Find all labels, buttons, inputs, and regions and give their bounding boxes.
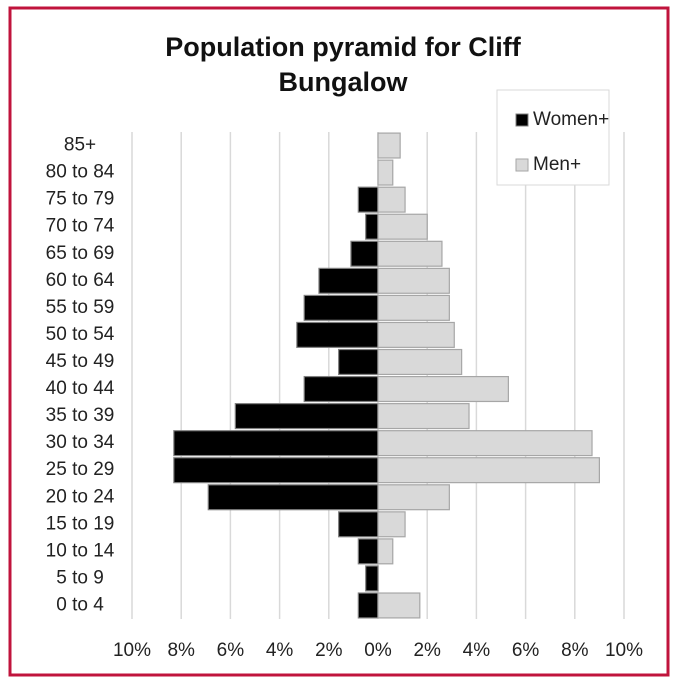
x-tick-label: 6% xyxy=(512,640,540,661)
x-tick-label: 10% xyxy=(605,640,643,661)
bar xyxy=(377,348,463,376)
x-tick-label: 0% xyxy=(364,640,392,661)
bar xyxy=(173,457,379,484)
bar xyxy=(207,484,379,511)
x-tick-label: 2% xyxy=(413,640,441,661)
bar xyxy=(365,213,379,240)
y-tick-label: 80 to 84 xyxy=(46,162,115,183)
bar xyxy=(377,375,509,403)
bar xyxy=(173,430,379,457)
bar xyxy=(296,321,379,348)
bar xyxy=(377,240,443,267)
bar xyxy=(377,430,593,457)
bar xyxy=(377,321,455,348)
x-tick-label: 10% xyxy=(113,640,151,661)
chart-title: Population pyramid for Cliff Bungalow xyxy=(165,32,521,97)
y-tick-label: 65 to 69 xyxy=(46,243,115,264)
bar xyxy=(377,159,394,186)
bar xyxy=(303,375,379,403)
y-tick-label: 25 to 29 xyxy=(46,459,115,480)
legend-swatch xyxy=(515,158,529,172)
bar xyxy=(377,186,406,213)
legend-label: Women+ xyxy=(533,109,609,130)
bar xyxy=(350,240,379,267)
bar xyxy=(377,592,421,619)
y-tick-label: 15 to 19 xyxy=(46,513,115,534)
y-tick-label: 35 to 39 xyxy=(46,405,115,426)
bar xyxy=(365,565,379,592)
bar xyxy=(377,511,406,538)
frame xyxy=(8,6,670,677)
y-tick-label: 30 to 34 xyxy=(46,432,115,453)
bar xyxy=(377,267,450,294)
bar xyxy=(234,403,379,430)
y-tick-label: 20 to 24 xyxy=(46,486,115,507)
x-tick-label: 4% xyxy=(463,640,491,661)
bar xyxy=(377,132,401,159)
x-tick-label: 6% xyxy=(217,640,245,661)
bar xyxy=(357,592,379,619)
y-tick-label: 45 to 49 xyxy=(46,351,115,372)
bar xyxy=(338,348,379,376)
legend-swatch xyxy=(515,113,529,127)
y-tick-label: 55 to 59 xyxy=(46,297,115,318)
x-tick-label: 8% xyxy=(167,640,195,661)
bar xyxy=(318,267,379,294)
y-tick-label: 75 to 79 xyxy=(46,189,115,210)
bar xyxy=(338,511,379,538)
y-tick-label: 0 to 4 xyxy=(56,594,104,615)
bar xyxy=(377,213,428,240)
y-tick-label: 10 to 14 xyxy=(46,540,115,561)
y-tick-label: 85+ xyxy=(64,135,96,156)
y-tick-label: 60 to 64 xyxy=(46,270,115,291)
x-tick-label: 4% xyxy=(266,640,294,661)
bar xyxy=(377,294,450,321)
bar xyxy=(303,294,379,321)
y-tick-label: 70 to 74 xyxy=(46,216,115,237)
bar xyxy=(377,538,394,565)
x-tick-label: 8% xyxy=(561,640,589,661)
y-tick-label: 50 to 54 xyxy=(46,324,115,345)
bar xyxy=(357,538,379,565)
y-tick-label: 40 to 44 xyxy=(46,378,115,399)
x-tick-label: 2% xyxy=(315,640,343,661)
legend-label: Men+ xyxy=(533,154,581,175)
bar xyxy=(377,484,450,511)
bar xyxy=(357,186,379,213)
bar xyxy=(377,403,470,430)
bar xyxy=(377,457,600,484)
y-tick-label: 5 to 9 xyxy=(56,567,104,588)
